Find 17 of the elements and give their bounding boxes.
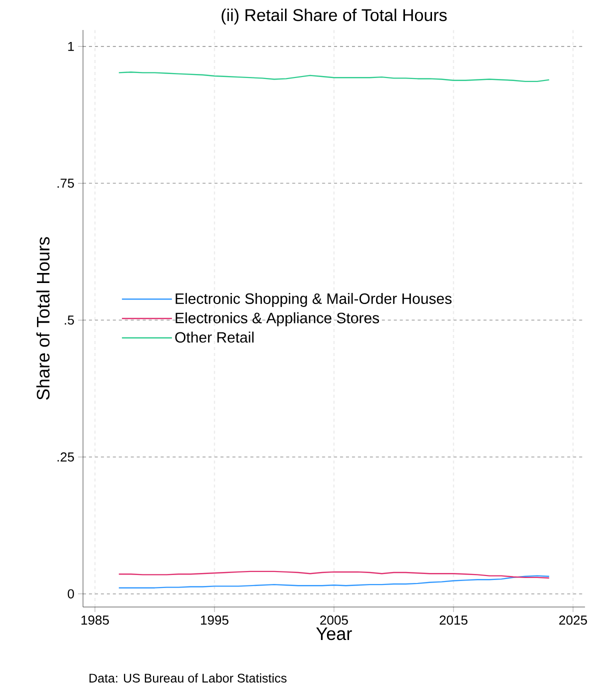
y-tick-label: .75	[58, 178, 74, 188]
y-tick-label: .5	[64, 316, 74, 325]
x-tick-label: 1985	[81, 616, 109, 625]
y-tick-label: 1	[68, 42, 74, 51]
y-tick-label: 0	[68, 589, 74, 598]
y-tick-label: .25	[58, 452, 74, 462]
chart-title: (ii) Retail Share of Total Hours	[222, 8, 447, 24]
x-tick-label: 2005	[320, 616, 348, 625]
x-axis-title: Year	[316, 628, 352, 640]
legend-label: Electronic Shopping & Mail-Order Houses	[176, 292, 452, 307]
x-tick-label: 2015	[440, 616, 468, 625]
legend-label: Electronics & Appliance Stores	[176, 312, 380, 326]
y-axis-title: Share of Total Hours	[36, 237, 50, 400]
x-tick-label: 2025	[559, 616, 587, 625]
x-tick-label: 1995	[201, 616, 228, 625]
text: Data: US Bureau of Labor Statistics	[90, 673, 287, 683]
legend-label: Other Retail	[175, 332, 254, 343]
